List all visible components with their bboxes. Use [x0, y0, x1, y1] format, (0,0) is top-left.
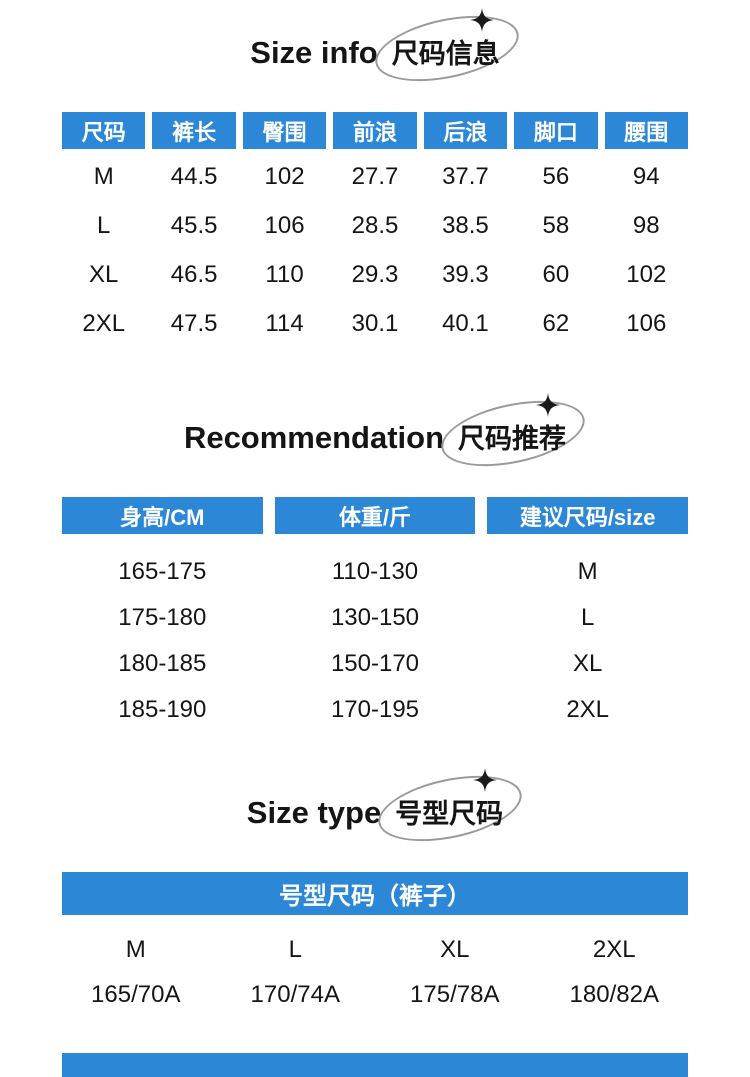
data-cell: 40.1	[442, 309, 489, 337]
data-cell: L	[97, 211, 111, 239]
data-cell: 37.7	[442, 162, 489, 190]
data-cell: 130-150	[330, 604, 420, 631]
table-row-xl: XL 46.5 110 29.3 39.3 60 102	[62, 250, 688, 299]
data-cell: 114	[265, 309, 304, 337]
data-cell: 2XL	[82, 309, 126, 337]
section-title-recommendation: Recommendation 尺码推荐	[0, 389, 750, 478]
recommendation-title-zh-wrap: 尺码推荐	[435, 389, 591, 478]
data-cell: 106	[626, 309, 667, 337]
section-title-size-type: Size type 号型尺码	[0, 764, 750, 853]
data-cell: 56	[542, 162, 570, 190]
section-title-size-info: Size info 尺码信息	[0, 4, 750, 93]
recommendation-table-body: 165-175 110-130 M 175-180 130-150 L 180-…	[62, 549, 688, 733]
size-info-title-zh-wrap: 尺码信息	[369, 4, 525, 93]
size-type-value: 175/78A	[410, 981, 500, 1008]
data-cell: 150-170	[330, 650, 420, 677]
data-cell: 110	[265, 260, 304, 288]
size-label: M	[125, 936, 146, 963]
recommendation-title-zh: 尺码推荐	[458, 424, 567, 454]
size-table-body: M 44.5 102 27.7 37.7 56 94 L 45.5 106 28…	[62, 152, 688, 348]
size-type-title-zh-wrap: 号型尺码	[372, 764, 528, 853]
size-type-title-zh: 号型尺码	[395, 799, 504, 829]
data-cell: 110-130	[331, 558, 419, 585]
size-type-value: 165/70A	[91, 981, 181, 1008]
header-cell-suggested-size: 建议尺码/size	[487, 497, 688, 534]
header-cell-waist: 腰围	[604, 112, 688, 149]
data-cell: 46.5	[170, 260, 218, 288]
size-label: L	[288, 936, 302, 963]
table-row-l: L 45.5 106 28.5 38.5 58 98	[62, 201, 688, 250]
header-cell-weight: 体重/斤	[274, 497, 476, 534]
data-cell: XL	[89, 260, 119, 288]
partial-next-banner	[62, 1053, 688, 1077]
table-row: 185-190 170-195 2XL	[62, 687, 688, 733]
data-cell: 45.5	[170, 211, 218, 239]
recommendation-table-header-row: 身高/CM 体重/斤 建议尺码/size	[62, 497, 688, 534]
data-cell: 185-190	[118, 696, 207, 723]
data-cell: 58	[542, 211, 570, 239]
data-cell: L	[580, 604, 595, 631]
data-cell: 47.5	[170, 309, 218, 337]
data-cell: 98	[632, 211, 660, 239]
data-cell: M	[93, 162, 114, 190]
sparkle-star-icon	[473, 768, 498, 792]
header-cell-height: 身高/CM	[62, 497, 263, 534]
data-cell: 60	[542, 260, 570, 288]
size-label: XL	[440, 936, 470, 963]
table-row: 165-175 110-130 M	[62, 549, 688, 595]
data-cell: 28.5	[351, 211, 399, 239]
data-cell: 175-180	[118, 604, 207, 631]
table-row-m: M 44.5 102 27.7 37.7 56 94	[62, 152, 688, 201]
size-label: 2XL	[592, 936, 636, 963]
size-type-title-en: Size type	[246, 795, 382, 830]
data-cell: 62	[542, 309, 570, 337]
recommendation-title-en: Recommendation	[183, 420, 445, 455]
data-cell: 165-175	[118, 558, 207, 585]
header-cell-hip: 臀围	[242, 112, 327, 149]
header-cell-pant-length: 裤长	[152, 112, 236, 149]
data-cell: 2XL	[566, 696, 610, 723]
data-cell: 102	[626, 260, 667, 288]
data-cell: 170-195	[330, 696, 420, 723]
data-cell: 44.5	[170, 162, 218, 190]
data-cell: XL	[572, 650, 603, 677]
data-cell: 29.3	[351, 260, 399, 288]
data-cell: M	[577, 558, 598, 585]
table-row: 180-185 150-170 XL	[62, 641, 688, 687]
size-info-title-zh: 尺码信息	[391, 39, 500, 69]
table-row-2xl: 2XL 47.5 114 30.1 40.1 62 106	[62, 299, 688, 348]
data-cell: 94	[632, 162, 660, 190]
header-cell-back-rise: 后浪	[423, 112, 508, 149]
size-type-banner: 号型尺码（裤子）	[62, 872, 688, 915]
table-row: 175-180 130-150 L	[62, 595, 688, 641]
data-cell: 38.5	[442, 211, 489, 239]
size-type-sizes-row: M L XL 2XL	[62, 928, 688, 972]
size-info-title-en: Size info	[250, 35, 378, 70]
data-cell: 102	[264, 162, 305, 190]
size-type-values-row: 165/70A 170/74A 175/78A 180/82A	[62, 973, 688, 1017]
data-cell: 39.3	[442, 260, 489, 288]
header-cell-front-rise: 前浪	[333, 112, 417, 149]
sparkle-star-icon	[536, 393, 561, 417]
size-type-value: 170/74A	[250, 981, 340, 1008]
header-cell-size: 尺码	[62, 112, 146, 149]
size-type-value: 180/82A	[569, 981, 659, 1008]
sparkle-star-icon	[469, 8, 494, 32]
data-cell: 106	[264, 211, 305, 239]
data-cell: 180-185	[118, 650, 207, 677]
size-table-header-row: 尺码 裤长 臀围 前浪 后浪 脚口 腰围	[62, 112, 688, 149]
data-cell: 27.7	[351, 162, 399, 190]
data-cell: 30.1	[351, 309, 399, 337]
header-cell-leg-opening: 脚口	[514, 112, 598, 149]
